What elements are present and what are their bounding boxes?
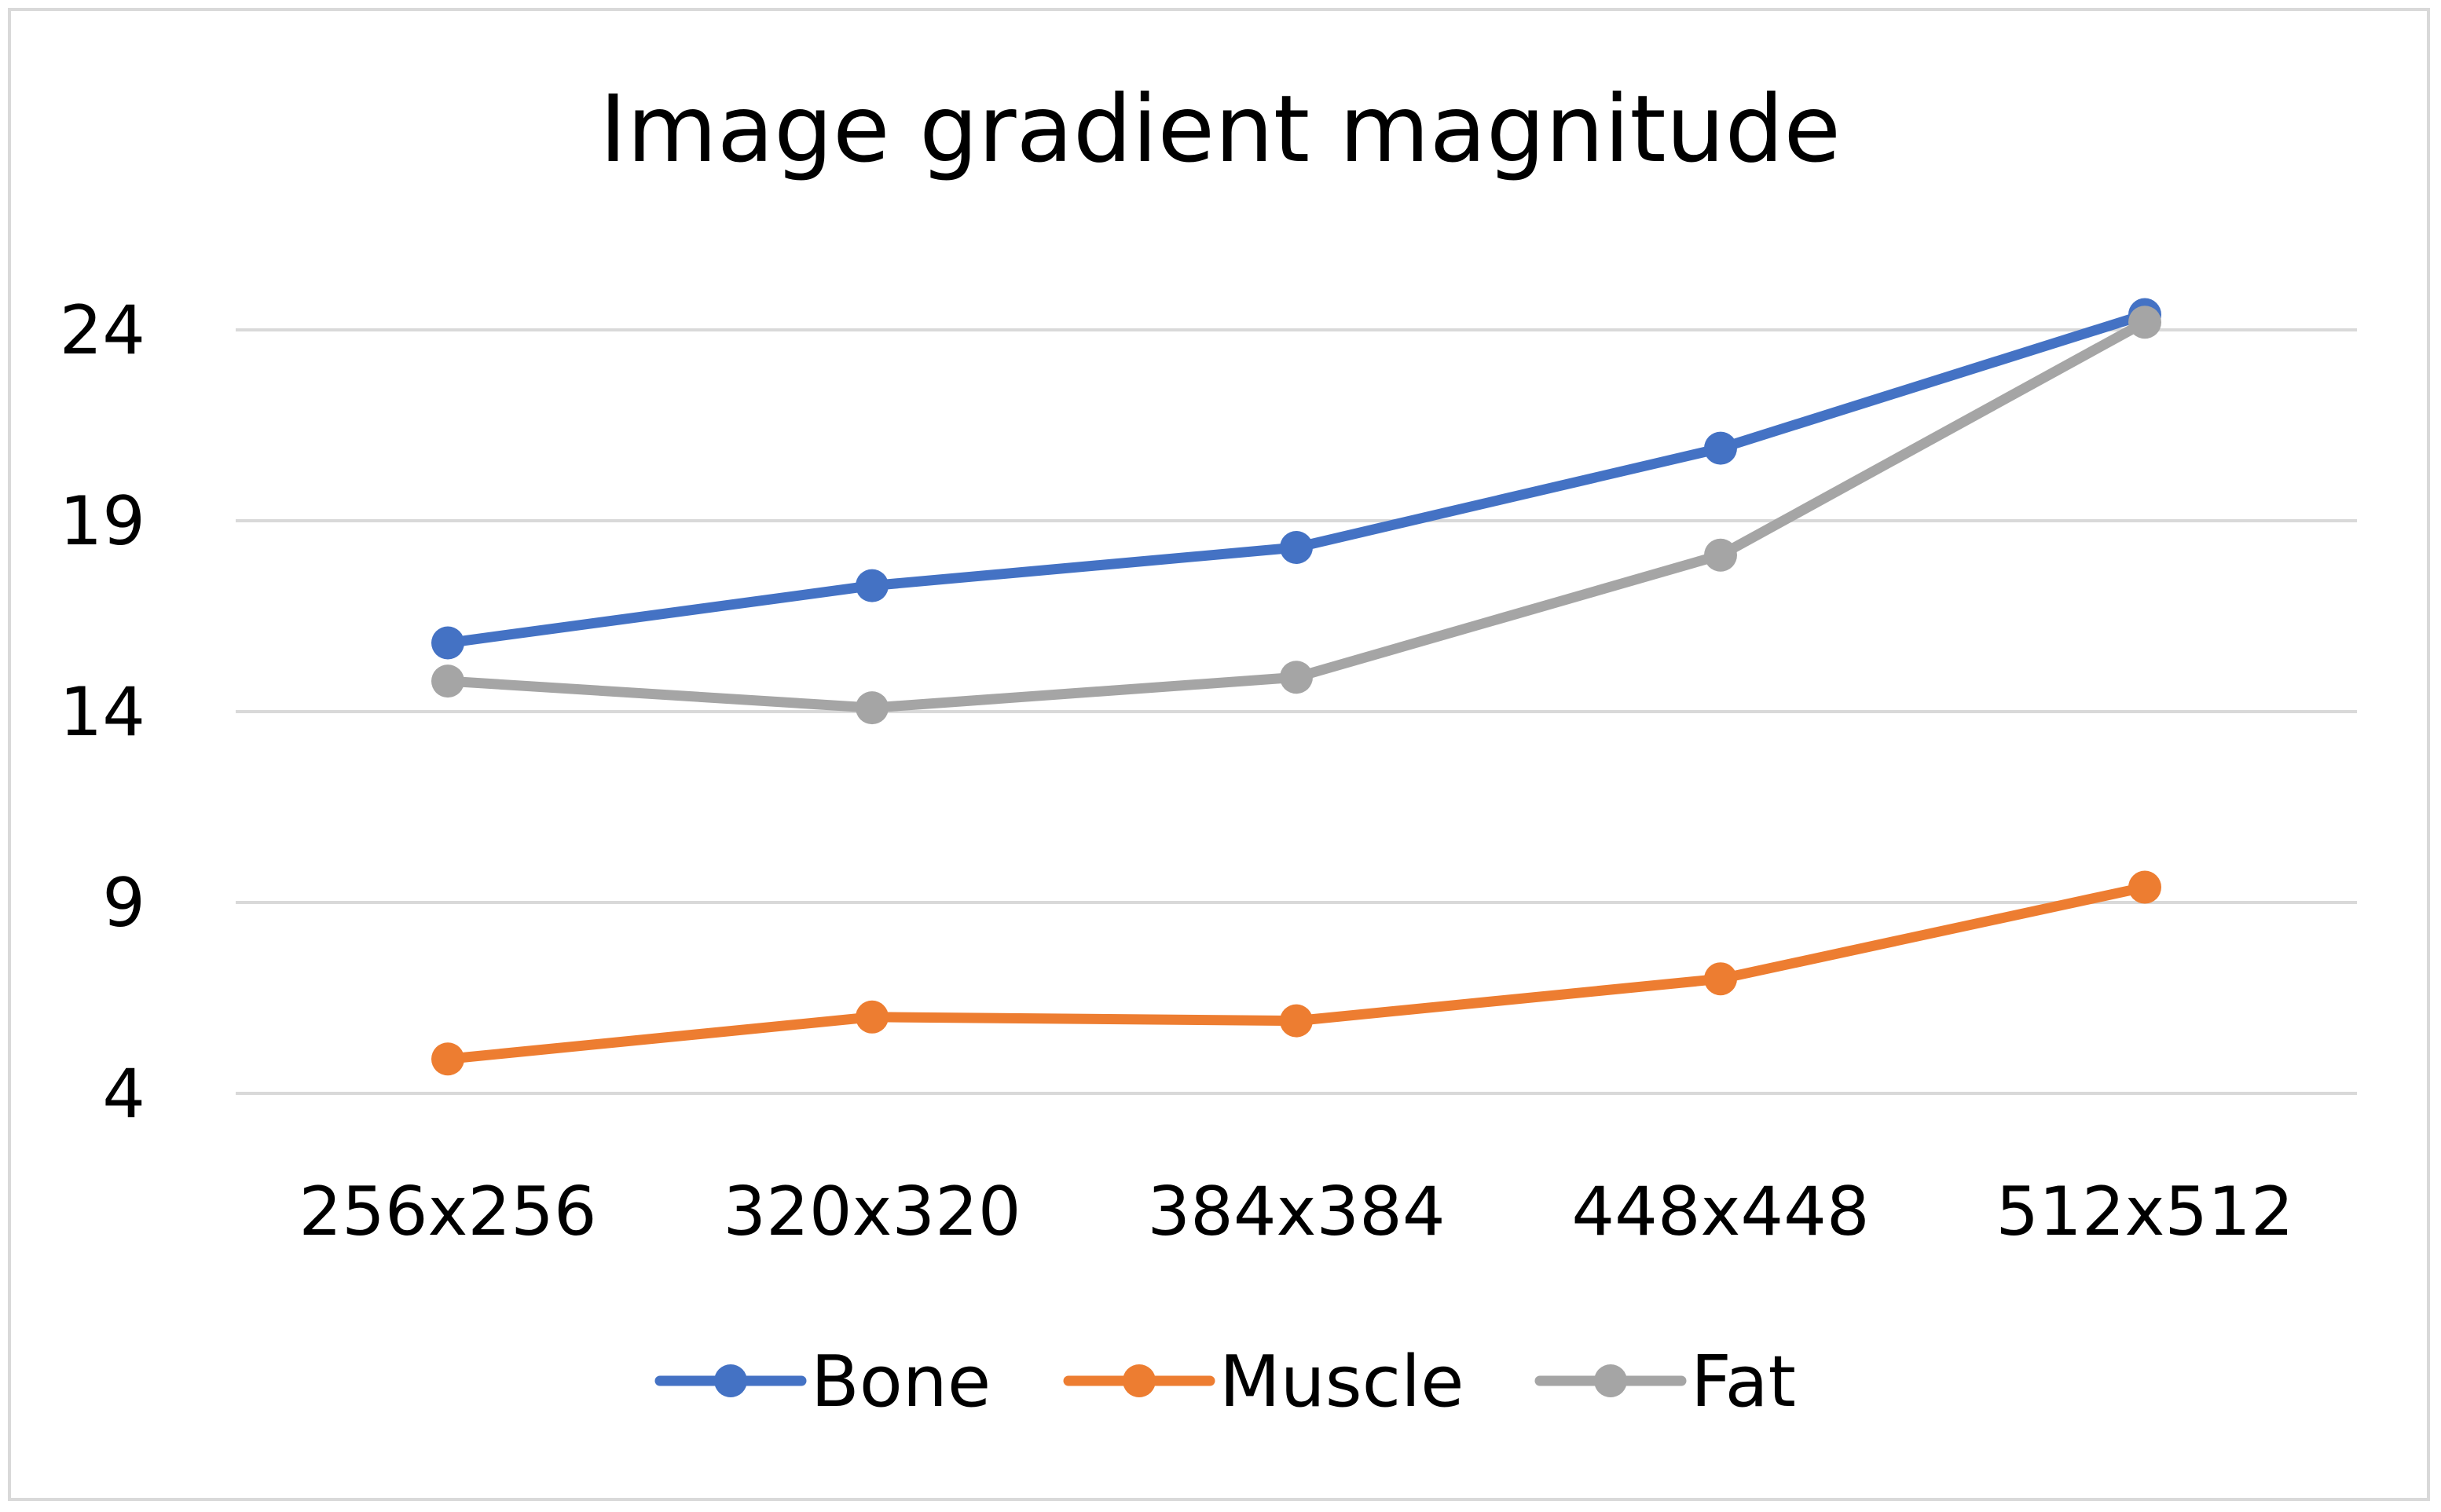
y-tick-label: 4 (102, 1055, 145, 1133)
legend-label-muscle: Muscle (1219, 1341, 1464, 1423)
data-point-bone (1704, 431, 1737, 465)
x-tick-label: 256x256 (299, 1173, 596, 1251)
x-tick-label: 384x384 (1147, 1173, 1445, 1251)
y-tick-label: 24 (60, 291, 145, 370)
data-point-muscle (2128, 870, 2161, 904)
legend: Bone Muscle Fat (654, 1341, 1796, 1423)
x-tick-label: 320x320 (723, 1173, 1021, 1251)
data-point-fat (1280, 661, 1313, 694)
data-point-muscle (856, 1000, 889, 1034)
series-line-fat (442, 317, 2150, 713)
legend-item-bone: Bone (654, 1341, 991, 1423)
data-point-muscle (1704, 962, 1737, 996)
x-tick-label: 448x448 (1571, 1173, 1869, 1251)
data-point-fat (856, 691, 889, 725)
y-tick-label: 9 (102, 864, 145, 943)
data-point-fat (431, 664, 464, 698)
series-bone (431, 298, 2161, 660)
series-muscle (431, 870, 2161, 1076)
data-point-bone (1280, 531, 1313, 565)
series-fat (431, 306, 2161, 725)
legend-item-muscle: Muscle (1063, 1341, 1464, 1423)
data-point-fat (1704, 538, 1737, 572)
data-point-muscle (1280, 1004, 1313, 1038)
x-axis-ticks: 256x256 320x320 384x384 448x448 512x512 (299, 1173, 2293, 1251)
legend-item-fat: Fat (1534, 1341, 1796, 1423)
series-line-bone (442, 309, 2150, 649)
legend-label-fat: Fat (1691, 1341, 1796, 1423)
y-axis-ticks: 4 9 14 19 24 (60, 291, 145, 1133)
legend-marker-fat (1594, 1364, 1627, 1397)
x-tick-label: 512x512 (1996, 1173, 2293, 1251)
data-point-bone (431, 626, 464, 660)
chart-frame (8, 8, 2430, 1501)
legend-marker-muscle (1123, 1364, 1156, 1397)
data-point-muscle (431, 1042, 464, 1076)
series-lines (431, 298, 2161, 1076)
y-tick-label: 19 (60, 482, 145, 561)
chart-title: Image gradient magnitude (599, 75, 1841, 183)
data-point-fat (2128, 306, 2161, 339)
legend-marker-bone (714, 1364, 747, 1397)
y-tick-label: 14 (60, 673, 145, 752)
data-point-bone (856, 569, 889, 602)
legend-label-bone: Bone (811, 1341, 991, 1423)
gridlines (236, 328, 2357, 1095)
